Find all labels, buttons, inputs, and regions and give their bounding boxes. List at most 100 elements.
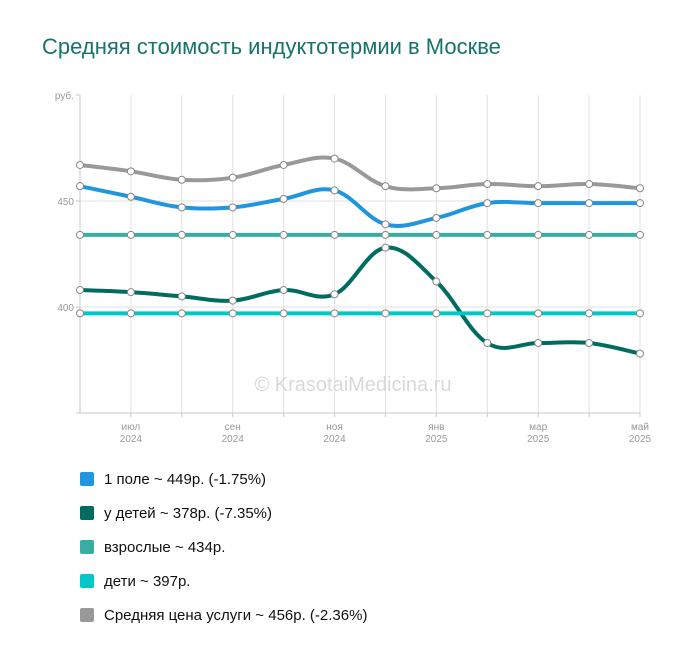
x-tick-label-year: 2025 xyxy=(527,434,550,445)
chart-title: Средняя стоимость индуктотермии в Москве xyxy=(42,34,501,59)
series-average xyxy=(76,154,644,193)
data-point-adults xyxy=(76,230,84,239)
legend-swatch xyxy=(80,506,94,520)
legend-item-average[interactable]: Средняя цена услуги ~ 456р. (-2.36%) xyxy=(80,598,367,632)
series-line-one_field xyxy=(78,184,642,228)
data-point-children xyxy=(585,309,594,318)
data-point-one_field xyxy=(585,199,594,208)
chart-grid xyxy=(80,95,641,413)
data-point-children_var xyxy=(279,286,288,295)
data-point-adults xyxy=(126,230,135,239)
chart-legend: 1 поле ~ 449р. (-1.75%) у детей ~ 378р. (… xyxy=(80,462,367,632)
watermark-text: © KrasotaiMedicina.ru xyxy=(254,374,451,396)
y-tick-label: 450 xyxy=(57,197,74,208)
data-point-adults xyxy=(534,230,543,239)
legend-swatch xyxy=(80,472,94,486)
legend-item-children_var[interactable]: у детей ~ 378р. (-7.35%) xyxy=(80,496,367,530)
legend-label: дети ~ 397р. xyxy=(104,572,191,590)
data-point-one_field xyxy=(381,220,390,229)
series-one_field xyxy=(76,182,644,229)
data-point-children xyxy=(330,309,339,318)
data-point-adults xyxy=(432,230,441,239)
data-point-children xyxy=(279,309,288,318)
x-tick-label-month: ноя xyxy=(326,422,343,433)
series-children_var xyxy=(76,243,644,358)
x-tick-label-year: 2024 xyxy=(222,434,245,445)
data-point-one_field xyxy=(636,199,644,208)
data-point-one_field xyxy=(76,182,84,191)
legend-label: 1 поле ~ 449р. (-1.75%) xyxy=(104,470,267,488)
x-tick-label-year: 2025 xyxy=(425,434,448,445)
x-tick-label-month: янв xyxy=(428,422,444,433)
data-point-children xyxy=(228,309,237,318)
data-point-children xyxy=(432,309,441,318)
data-point-adults xyxy=(483,230,492,239)
data-point-one_field xyxy=(177,203,186,212)
x-tick-label-month: июл xyxy=(122,422,141,433)
data-point-children xyxy=(126,309,135,318)
data-point-children xyxy=(534,309,543,318)
data-point-average xyxy=(381,182,390,191)
x-tick-label-month: май xyxy=(631,422,649,433)
data-point-average xyxy=(585,180,594,189)
data-point-one_field xyxy=(279,194,288,203)
chart-axes: руб.400450июл2024сен2024ноя2024янв2025ма… xyxy=(55,90,652,445)
data-point-average xyxy=(126,167,135,176)
chart-series xyxy=(76,154,644,358)
data-point-average xyxy=(177,175,186,184)
x-tick-label-month: сен xyxy=(225,422,241,433)
y-axis-label: руб. xyxy=(55,90,74,102)
data-point-adults xyxy=(330,230,339,239)
x-tick-label-year: 2024 xyxy=(120,434,143,445)
data-point-adults xyxy=(279,230,288,239)
data-point-children_var xyxy=(534,339,543,348)
series-adults xyxy=(76,230,644,239)
data-point-children xyxy=(636,309,644,318)
legend-item-children[interactable]: дети ~ 397р. xyxy=(80,564,367,598)
x-tick-label-month: мар xyxy=(529,422,547,433)
data-point-children_var xyxy=(76,286,84,295)
legend-swatch xyxy=(80,540,94,554)
data-point-average xyxy=(279,160,288,169)
data-point-average xyxy=(432,184,441,193)
data-point-average xyxy=(636,184,644,193)
data-point-children_var xyxy=(381,243,390,252)
legend-label: Средняя цена услуги ~ 456р. (-2.36%) xyxy=(104,606,368,624)
data-point-average xyxy=(76,160,84,169)
data-point-adults xyxy=(228,230,237,239)
data-point-adults xyxy=(177,230,186,239)
data-point-children xyxy=(177,309,186,318)
y-tick-label: 400 xyxy=(57,303,74,314)
data-point-average xyxy=(330,154,339,163)
data-point-adults xyxy=(585,230,594,239)
data-point-average xyxy=(483,180,492,189)
series-line-children_var xyxy=(78,245,642,356)
legend-swatch xyxy=(80,608,94,622)
data-point-one_field xyxy=(483,199,492,208)
data-point-children_var xyxy=(585,339,594,348)
data-point-children_var xyxy=(126,288,135,297)
data-point-children_var xyxy=(432,277,441,286)
data-point-one_field xyxy=(330,186,339,195)
data-point-children_var xyxy=(177,292,186,301)
data-point-children_var xyxy=(483,339,492,348)
x-tick-label-year: 2025 xyxy=(629,434,652,445)
data-point-children_var xyxy=(330,290,339,299)
series-children xyxy=(76,309,644,318)
data-point-one_field xyxy=(534,199,543,208)
legend-label: у детей ~ 378р. (-7.35%) xyxy=(104,504,273,522)
data-point-one_field xyxy=(228,203,237,212)
legend-item-adults[interactable]: взрослые ~ 434р. xyxy=(80,530,367,564)
data-point-children_var xyxy=(228,296,237,305)
data-point-children xyxy=(76,309,84,318)
data-point-children xyxy=(483,309,492,318)
data-point-adults xyxy=(636,230,644,239)
data-point-one_field xyxy=(432,213,441,222)
series-line-average xyxy=(78,155,642,192)
data-point-one_field xyxy=(126,192,135,201)
x-tick-label-year: 2024 xyxy=(323,434,346,445)
legend-swatch xyxy=(80,574,94,588)
data-point-average xyxy=(534,182,543,191)
data-point-adults xyxy=(381,230,390,239)
legend-item-one_field[interactable]: 1 поле ~ 449р. (-1.75%) xyxy=(80,462,367,496)
